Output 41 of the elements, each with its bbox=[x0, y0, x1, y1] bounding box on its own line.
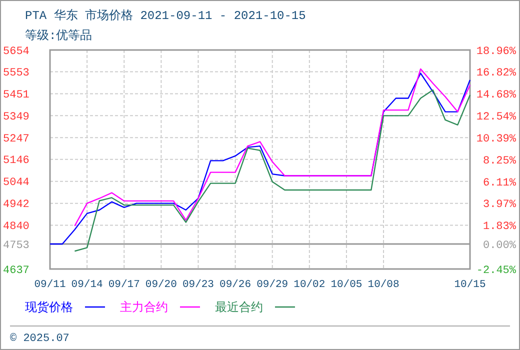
line-series bbox=[74, 89, 471, 252]
y-tick-label: 4637 bbox=[3, 264, 30, 277]
y-tick-label: 4753 bbox=[3, 240, 30, 252]
y2-tick-label: -2.45% bbox=[476, 264, 516, 277]
y-tick-label: 4840 bbox=[3, 221, 30, 234]
x-tick-label: 10/15 bbox=[454, 279, 486, 291]
y-tick-label: 5553 bbox=[3, 68, 30, 80]
y2-tick-label: 16.82% bbox=[476, 68, 516, 80]
chart-subtitle: 等级:优等品 bbox=[25, 29, 92, 43]
y-tick-label: 5247 bbox=[3, 133, 30, 146]
y-tick-label: 5654 bbox=[3, 46, 30, 58]
y2-tick-label: 1.83% bbox=[482, 221, 516, 234]
x-tick-label: 10/05 bbox=[330, 279, 362, 291]
legend-label: 主力合约 bbox=[120, 300, 168, 315]
x-tick-label: 10/08 bbox=[368, 279, 400, 291]
x-tick-label: 09/29 bbox=[256, 279, 288, 291]
y2-tick-label: 12.54% bbox=[476, 112, 516, 124]
y-tick-label: 5349 bbox=[3, 112, 30, 124]
x-tick-label: 09/11 bbox=[34, 279, 66, 291]
text: © 2025.07 bbox=[10, 333, 70, 345]
y-tick-label: 5451 bbox=[3, 90, 30, 102]
y2-tick-label: 6.11% bbox=[482, 177, 516, 190]
y-tick-label: 5146 bbox=[3, 155, 30, 168]
x-tick-label: 09/26 bbox=[220, 279, 252, 291]
y2-tick-label: 10.39% bbox=[476, 134, 516, 146]
y2-tick-label: 14.68% bbox=[476, 90, 516, 102]
x-tick-label: 09/14 bbox=[71, 279, 103, 291]
y-tick-label: 4942 bbox=[3, 199, 30, 212]
legend-label: 最近合约 bbox=[215, 301, 263, 315]
y2-tick-label: 8.25% bbox=[482, 155, 516, 168]
chart-title: PTA 华东 市场价格 2021-09-11 - 2021-10-15 bbox=[25, 8, 306, 23]
x-tick-label: 09/20 bbox=[145, 279, 177, 291]
legend-label: 现货价格 bbox=[25, 301, 73, 315]
line-series bbox=[74, 68, 471, 227]
x-tick-label: 10/02 bbox=[294, 279, 326, 291]
x-tick-label: 09/23 bbox=[182, 279, 214, 291]
y2-tick-label: 18.96% bbox=[476, 46, 516, 58]
y2-tick-label: 3.97% bbox=[482, 199, 516, 212]
y2-tick-label: 0.00% bbox=[482, 240, 516, 252]
x-tick-label: 09/17 bbox=[108, 279, 140, 291]
y-tick-label: 5044 bbox=[3, 177, 30, 190]
